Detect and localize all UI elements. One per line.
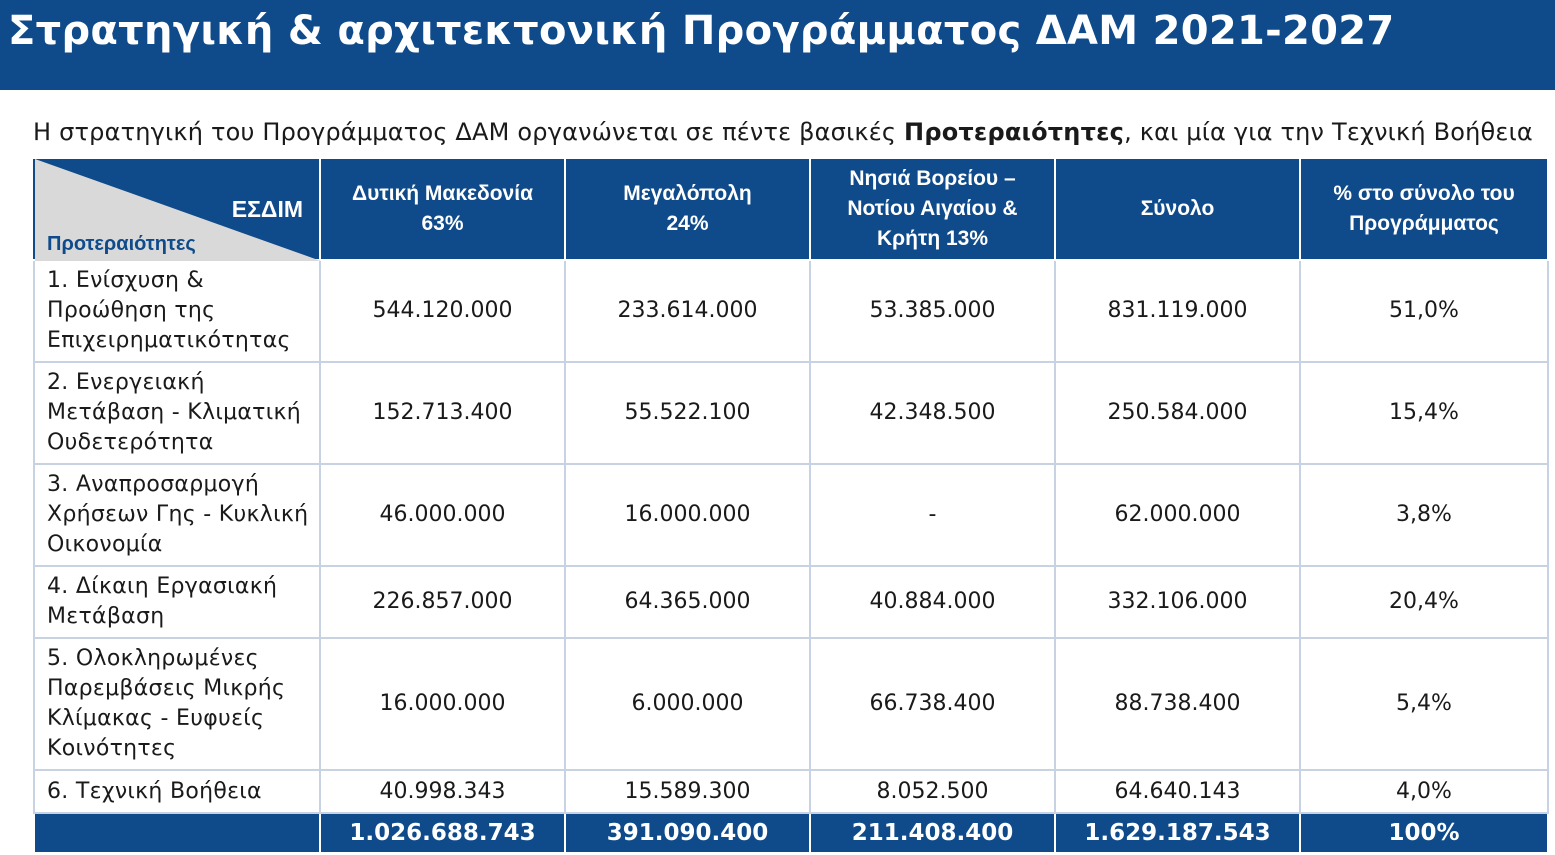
corner-top-label: ΕΣΔΙΜ (231, 196, 303, 222)
total-cell: 100% (1299, 812, 1549, 854)
intro-text: Η στρατηγική του Προγράμματος ΔΑΜ οργανώ… (33, 118, 1533, 146)
table-cell: 15.589.300 (564, 769, 811, 814)
table-cell: - (809, 463, 1056, 567)
table-cell: 62.000.000 (1054, 463, 1301, 567)
row-label: 6. Τεχνική Βοήθεια (33, 769, 321, 814)
row-label: 5. Ολοκληρωμένες Παρεμβάσεις Μικρής Κλίμακ… (33, 637, 321, 771)
row-label: 2. Ενεργειακή Μετάβαση - Κλιματική Ουδετερ… (33, 361, 321, 465)
col-header: Νησιά Βορείου – Νοτίου Αιγαίου & Κρήτη 13% (809, 157, 1056, 261)
table-cell: 233.614.000 (564, 259, 811, 363)
table-cell: 40.998.343 (319, 769, 566, 814)
page-title: Στρατηγική & αρχιτεκτονική Προγράμματος … (8, 8, 1395, 54)
table-cell: 6.000.000 (564, 637, 811, 771)
table-cell: 20,4% (1299, 565, 1549, 639)
header-row: ΕΣΔΙΜ Προτεραιότητες Δυτική Μακεδονία 63%… (33, 157, 1549, 261)
col-header: Μεγαλόπολη 24% (564, 157, 811, 261)
total-cell: 1.026.688.743 (319, 812, 566, 854)
table-cell: 16.000.000 (564, 463, 811, 567)
table-cell: 42.348.500 (809, 361, 1056, 465)
table-cell: 250.584.000 (1054, 361, 1301, 465)
table-cell: 46.000.000 (319, 463, 566, 567)
table-row: 4. Δίκαιη Εργασιακή Μετάβαση 226.857.000 … (33, 565, 1549, 639)
corner-bottom-label: Προτεραιότητες (47, 233, 196, 255)
row-label: 4. Δίκαιη Εργασιακή Μετάβαση (33, 565, 321, 639)
table-row: 1. Ενίσχυση & Προώθηση της Επιχειρηματικότ… (33, 259, 1549, 363)
table-cell: 226.857.000 (319, 565, 566, 639)
table-cell: 51,0% (1299, 259, 1549, 363)
intro-before: Η στρατηγική του Προγράμματος ΔΑΜ οργανώ… (33, 118, 905, 146)
table-cell: 66.738.400 (809, 637, 1056, 771)
table-cell: 40.884.000 (809, 565, 1056, 639)
col-header: Δυτική Μακεδονία 63% (319, 157, 566, 261)
table-cell: 544.120.000 (319, 259, 566, 363)
table-cell: 3,8% (1299, 463, 1549, 567)
table-cell: 5,4% (1299, 637, 1549, 771)
table-cell: 88.738.400 (1054, 637, 1301, 771)
total-cell: 391.090.400 (564, 812, 811, 854)
table-row: 3. Αναπροσαρμογή Χρήσεων Γης - Κυκλική Οικ… (33, 463, 1549, 567)
table-cell: 55.522.100 (564, 361, 811, 465)
table-row: 5. Ολοκληρωμένες Παρεμβάσεις Μικρής Κλίμακ… (33, 637, 1549, 771)
table-cell: 53.385.000 (809, 259, 1056, 363)
budget-table: ΕΣΔΙΜ Προτεραιότητες Δυτική Μακεδονία 63%… (33, 157, 1549, 854)
intro-after: , και μία για την Τεχνική Βοήθεια (1124, 118, 1533, 146)
corner-diagonal (35, 159, 321, 261)
table-cell: 8.052.500 (809, 769, 1056, 814)
total-cell: 1.629.187.543 (1054, 812, 1301, 854)
row-label: 3. Αναπροσαρμογή Χρήσεων Γης - Κυκλική Οικ… (33, 463, 321, 567)
table-cell: 152.713.400 (319, 361, 566, 465)
total-cell: 211.408.400 (809, 812, 1056, 854)
totals-row: 1.026.688.743 391.090.400 211.408.400 1.… (33, 812, 1549, 854)
table-cell: 64.365.000 (564, 565, 811, 639)
intro-bold: Προτεραιότητες (904, 118, 1125, 146)
row-label: 1. Ενίσχυση & Προώθηση της Επιχειρηματικότ… (33, 259, 321, 363)
table-cell: 332.106.000 (1054, 565, 1301, 639)
table-row: 6. Τεχνική Βοήθεια 40.998.343 15.589.300… (33, 769, 1549, 814)
table-cell: 831.119.000 (1054, 259, 1301, 363)
totals-label-cell (33, 812, 321, 854)
table-cell: 64.640.143 (1054, 769, 1301, 814)
col-header: Σύνολο (1054, 157, 1301, 261)
corner-header: ΕΣΔΙΜ Προτεραιότητες (33, 157, 321, 261)
table-cell: 16.000.000 (319, 637, 566, 771)
table-row: 2. Ενεργειακή Μετάβαση - Κλιματική Ουδετερ… (33, 361, 1549, 465)
table-cell: 4,0% (1299, 769, 1549, 814)
title-bar: Στρατηγική & αρχιτεκτονική Προγράμματος … (0, 0, 1555, 90)
col-header: % στο σύνολο του Προγράμματος (1299, 157, 1549, 261)
table-cell: 15,4% (1299, 361, 1549, 465)
